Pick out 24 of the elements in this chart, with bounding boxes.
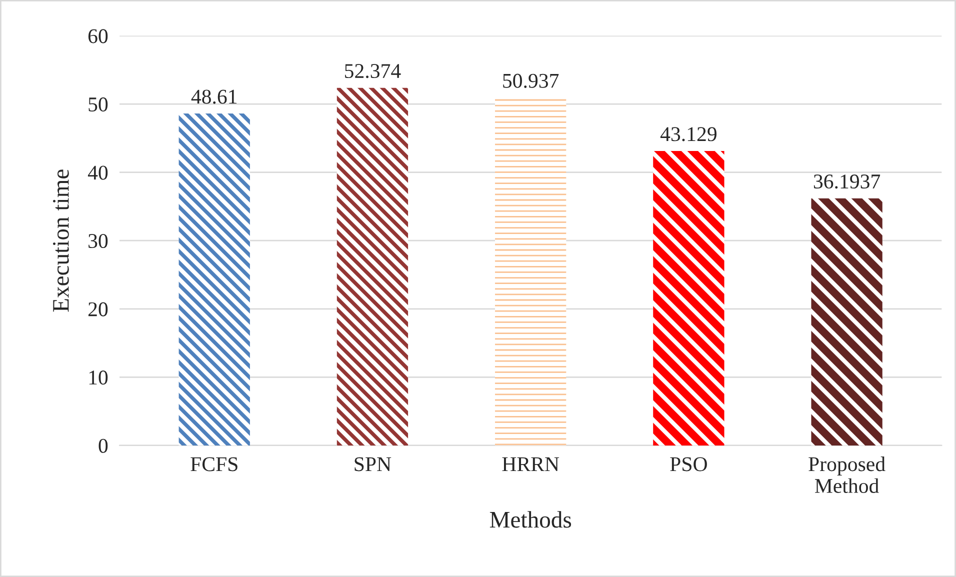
y-tick-label: 50 — [88, 97, 108, 112]
bar — [178, 114, 250, 446]
y-axis-title: Execution time — [53, 170, 69, 312]
y-tick-label: 30 — [88, 234, 108, 248]
x-tick-label: PSO — [670, 457, 707, 472]
x-tick-label: FCFS — [190, 457, 238, 472]
x-axis-title: Methods — [490, 511, 572, 528]
y-tick-label: 20 — [88, 302, 108, 316]
y-tick-label: 40 — [88, 166, 108, 180]
bar — [336, 88, 408, 446]
y-tick-label: 0 — [98, 438, 108, 453]
y-tick-label: 60 — [88, 29, 108, 44]
x-tick-label: SPN — [354, 457, 392, 472]
bar — [495, 98, 566, 446]
data-label: 52.374 — [345, 64, 401, 78]
data-label: 48.61 — [191, 90, 237, 104]
x-tick-label: HRRN — [502, 457, 560, 472]
bar — [811, 198, 882, 446]
data-label: 50.937 — [503, 74, 559, 88]
x-tick-label: Proposed Method — [808, 456, 886, 493]
data-label: 36.1937 — [814, 174, 880, 189]
y-tick-label: 10 — [89, 370, 108, 385]
data-label: 43.129 — [660, 127, 716, 142]
bar — [653, 150, 724, 446]
